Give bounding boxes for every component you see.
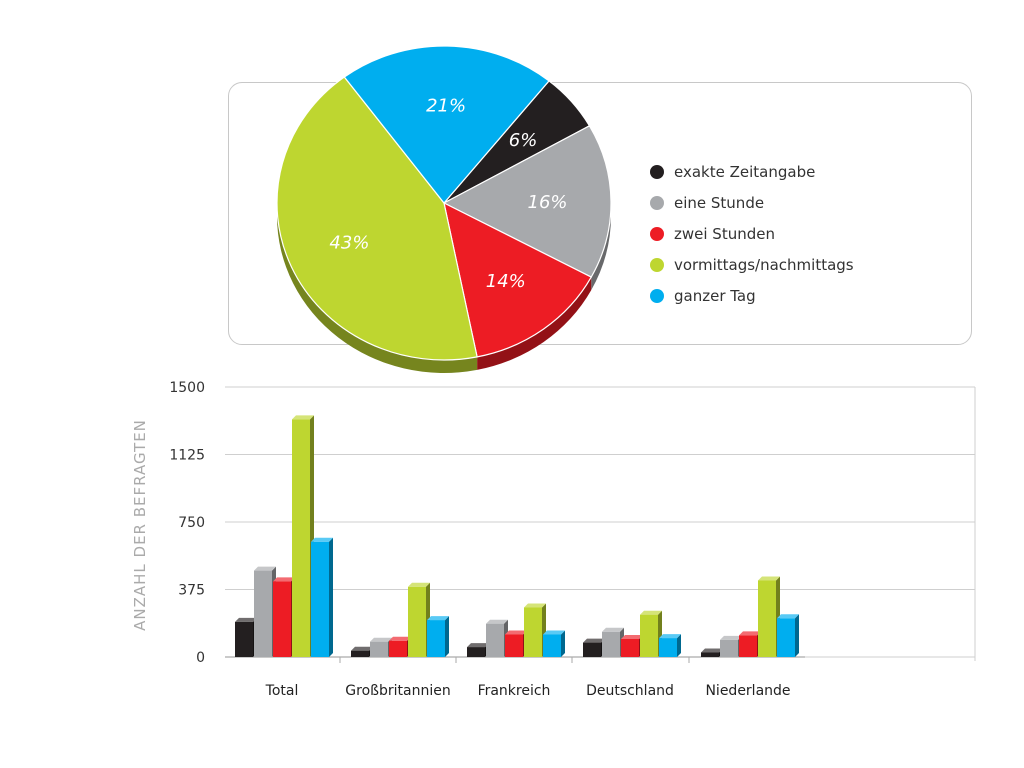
bar-top [273, 577, 295, 582]
legend-swatch [650, 227, 664, 241]
bar [701, 652, 719, 657]
legend-item: ganzer Tag [650, 285, 756, 307]
bar-top [640, 610, 662, 615]
bar-top [739, 631, 761, 636]
bar [720, 639, 738, 657]
bar-top [621, 635, 643, 639]
legend-panel [228, 82, 972, 345]
bar [467, 647, 485, 657]
legend-label: eine Stunde [674, 194, 765, 212]
bar-top [235, 617, 257, 622]
bar-top [292, 415, 314, 420]
bar [505, 634, 523, 657]
pie-slice-label: 14% [486, 271, 526, 292]
legend-item: vormittags/nachmittags [650, 254, 854, 276]
pie-slice-label: 21% [426, 96, 466, 117]
bar-top [370, 637, 392, 642]
bar-top [427, 616, 449, 621]
pie-slice-label: 16% [528, 192, 568, 213]
bar [427, 620, 445, 657]
y-tick-label: 0 [196, 650, 205, 666]
bar-side [677, 634, 681, 657]
legend-item: exakte Zeitangabe [650, 161, 815, 183]
bar [524, 607, 542, 657]
bar-top [659, 634, 681, 639]
bar-top [720, 635, 742, 640]
legend-label: vormittags/nachmittags [674, 256, 854, 274]
legend-swatch [650, 165, 664, 179]
pie-slice [343, 45, 550, 204]
bar [389, 640, 407, 657]
pie-slice-label: 6% [509, 130, 538, 151]
bar [370, 641, 388, 657]
bar-top [777, 614, 799, 619]
bar-top [254, 566, 276, 571]
bar-side [329, 537, 333, 657]
bar [739, 635, 757, 657]
y-tick-label: 375 [178, 583, 205, 599]
legend-swatch [650, 196, 664, 210]
bar-side [795, 614, 799, 657]
y-tick-label: 1125 [169, 448, 205, 464]
pie-slice-label: 43% [329, 233, 369, 254]
bar [292, 419, 310, 657]
pie-slice [442, 125, 612, 278]
bar-side [561, 630, 565, 657]
bar [777, 618, 795, 657]
x-tick-label: Niederlande [705, 683, 790, 699]
bar-top [602, 627, 624, 632]
legend-item: zwei Stunden [650, 223, 775, 245]
bar-side [445, 616, 449, 657]
bar-top [543, 630, 565, 635]
y-tick-label: 1500 [169, 380, 205, 396]
bar [640, 614, 658, 657]
bar [408, 586, 426, 657]
legend-label: ganzer Tag [674, 287, 756, 305]
legend-item: eine Stunde [650, 192, 764, 214]
pie-slice [443, 201, 593, 358]
y-axis-title-text: ANZAHL DER BEFRAGTEN [131, 419, 149, 631]
bar [486, 623, 504, 657]
legend-swatch [650, 258, 664, 272]
bar-top [467, 643, 489, 648]
bar [235, 621, 253, 657]
bar-top [408, 582, 430, 587]
x-tick-label: Deutschland [586, 683, 674, 699]
bar [621, 639, 639, 657]
bar [543, 634, 561, 657]
bar [311, 541, 329, 657]
bar-top [505, 630, 527, 635]
bar-top [583, 638, 605, 643]
pie-slice [276, 76, 478, 361]
bar-top [524, 603, 546, 608]
bar-top [389, 636, 411, 641]
bar [351, 650, 369, 657]
bar-top [486, 619, 508, 624]
legend-label: zwei Stunden [674, 225, 775, 243]
pie-slice-side [477, 277, 592, 370]
bar [583, 642, 601, 657]
bar-top [701, 648, 723, 653]
bar [254, 570, 272, 657]
bar [758, 580, 776, 657]
bar [659, 638, 677, 657]
bar-top [351, 646, 373, 651]
bar-top [311, 537, 333, 542]
bar-top [758, 576, 780, 581]
y-tick-label: 750 [178, 515, 205, 531]
x-tick-label: Frankreich [478, 683, 551, 699]
x-tick-label: Total [265, 683, 299, 699]
legend-swatch [650, 289, 664, 303]
bar [602, 631, 620, 657]
bar [273, 581, 291, 657]
pie-chart: 6% 16% 14% 43% 21% [276, 45, 612, 374]
legend-label: exakte Zeitangabe [674, 163, 816, 181]
bar-chart: 1500 1125 750 375 0 Total Großbritannien Frankr… [169, 380, 976, 699]
x-tick-label: Großbritannien [345, 683, 450, 699]
